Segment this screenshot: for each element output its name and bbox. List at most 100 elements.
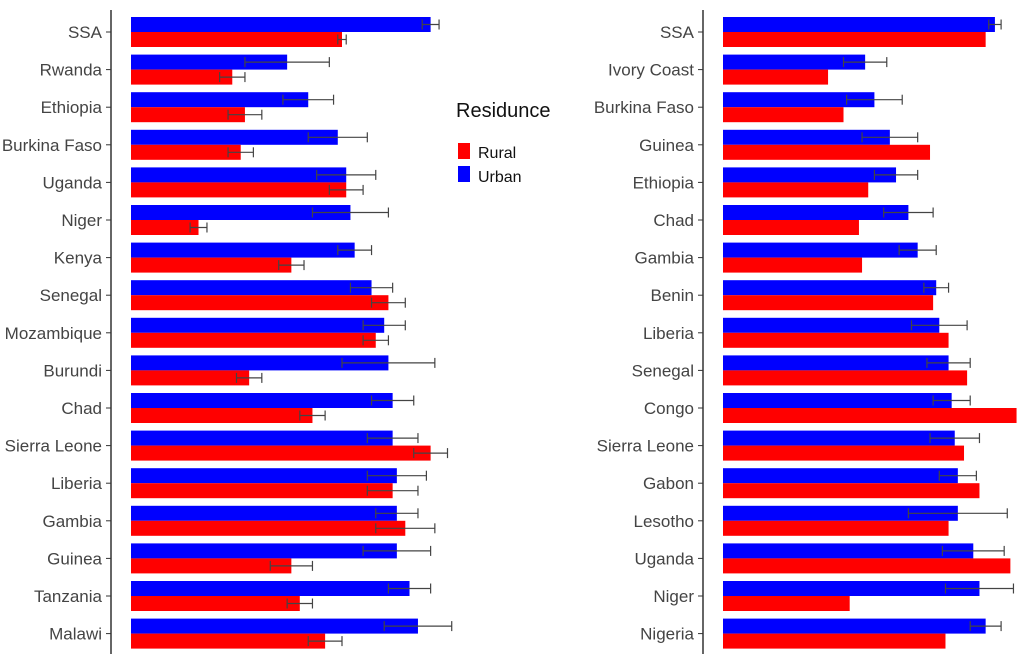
right-category-label: Liberia — [643, 324, 695, 343]
left-bar-rural — [131, 520, 406, 536]
left-bar-rural — [131, 182, 347, 198]
left-bar-urban — [131, 17, 431, 32]
left-errorbar-urban — [282, 94, 335, 105]
right-bar-rural — [723, 144, 931, 160]
left-errorbar-urban — [337, 245, 373, 256]
left-bar-rural — [131, 32, 342, 47]
left-bar-rural — [131, 408, 313, 423]
right-errorbar-urban — [873, 169, 919, 180]
right-category-label: Gabon — [643, 474, 694, 493]
right-errorbar-urban — [932, 395, 971, 406]
left-category-label: Guinea — [47, 549, 102, 568]
left-errorbar-rural — [370, 297, 406, 308]
left-bar-rural — [131, 107, 245, 123]
left-bar-urban — [131, 468, 397, 484]
right-errorbar-urban — [969, 621, 1002, 632]
left-errorbar-urban — [362, 320, 406, 331]
right-category-label: Congo — [644, 399, 694, 418]
legend-title: Residunce — [456, 100, 551, 122]
left-errorbar-urban — [366, 433, 419, 444]
right-bar-rural — [723, 370, 968, 386]
right-errorbar-urban — [926, 357, 971, 368]
right-category-label: Sierra Leone — [597, 437, 694, 456]
right-bar-rural — [723, 633, 946, 649]
left-bar-rural — [131, 69, 233, 85]
left-errorbar-rural — [235, 372, 263, 383]
left-bar-rural — [131, 370, 250, 386]
left-errorbar-urban — [387, 583, 432, 594]
right-category-label: Ivory Coast — [608, 61, 694, 80]
right-category-label: Burkina Faso — [594, 98, 694, 117]
right-bar-rural — [723, 295, 934, 311]
right-bar-rural — [723, 69, 829, 85]
right-bar-rural — [723, 408, 1017, 423]
right-bar-urban — [723, 54, 866, 70]
left-bar-urban — [131, 543, 397, 559]
left-errorbar-rural — [269, 560, 314, 571]
right-category-label: Niger — [653, 587, 694, 606]
left-errorbar-rural — [362, 335, 390, 346]
right-errorbar-urban — [938, 470, 977, 481]
left-bar-rural — [131, 483, 393, 499]
left-bar-rural — [131, 445, 431, 461]
left-bar-urban — [131, 430, 393, 446]
left-errorbar-rural — [413, 448, 449, 459]
left-bar-urban — [131, 167, 347, 183]
legend-swatch-urban — [458, 166, 470, 182]
left-errorbar-rural — [328, 184, 364, 195]
left-category-label: Rwanda — [40, 61, 103, 80]
left-bar-urban — [131, 505, 397, 521]
left-category-label: Chad — [61, 399, 102, 418]
left-errorbar-urban — [349, 282, 394, 293]
right-category-label: Senegal — [632, 361, 694, 380]
left-bar-urban — [131, 317, 385, 333]
left-bar-rural — [131, 295, 389, 311]
left-bar-urban — [131, 92, 309, 108]
right-bar-rural — [723, 596, 850, 611]
right-bar-urban — [723, 505, 958, 521]
left-category-label: Mozambique — [5, 324, 102, 343]
right-bar-urban — [723, 92, 875, 108]
right-bar-urban — [723, 242, 918, 258]
left-errorbar-urban — [421, 19, 440, 30]
left-errorbar-urban — [366, 470, 427, 481]
left-category-label: Senegal — [40, 286, 102, 305]
right-bar-urban — [723, 581, 980, 596]
right-bar-urban — [723, 618, 986, 634]
left-bar-rural — [131, 558, 292, 574]
left-errorbar-urban — [311, 207, 390, 218]
left-category-label: Malawi — [49, 625, 102, 644]
right-bar-rural — [723, 257, 863, 273]
right-category-label: Chad — [653, 211, 694, 230]
right-category-label: Gambia — [634, 249, 694, 268]
left-category-label: Sierra Leone — [5, 437, 102, 456]
right-category-label: SSA — [660, 23, 695, 42]
left-bar-urban — [131, 280, 372, 296]
right-category-label: Benin — [651, 286, 694, 305]
left-errorbar-rural — [219, 72, 246, 83]
left-bar-rural — [131, 633, 326, 649]
right-errorbar-urban — [845, 94, 903, 105]
left-bar-urban — [131, 393, 393, 408]
left-errorbar-urban — [370, 395, 415, 406]
right-bar-urban — [723, 17, 995, 32]
right-bar-urban — [723, 393, 952, 408]
right-bar-urban — [723, 280, 937, 296]
left-bar-rural — [131, 220, 199, 235]
right-errorbar-urban — [944, 583, 1015, 594]
left-bar-rural — [131, 144, 241, 160]
right-bar-urban — [723, 430, 955, 446]
left-category-label: Gambia — [42, 512, 102, 531]
legend-swatch-rural — [458, 143, 470, 159]
left-panel: SSA Rwanda Ethiopia Burkina Faso Uganda Niger… — [2, 10, 453, 654]
left-errorbar-rural — [227, 109, 263, 120]
left-errorbar-rural — [366, 485, 419, 496]
left-category-label: Uganda — [42, 173, 102, 192]
right-category-label: Uganda — [634, 549, 694, 568]
right-bar-urban — [723, 205, 909, 220]
left-bar-urban — [131, 618, 418, 634]
right-errorbar-urban — [883, 207, 934, 218]
left-errorbar-urban — [316, 169, 377, 180]
left-category-label: SSA — [68, 23, 103, 42]
